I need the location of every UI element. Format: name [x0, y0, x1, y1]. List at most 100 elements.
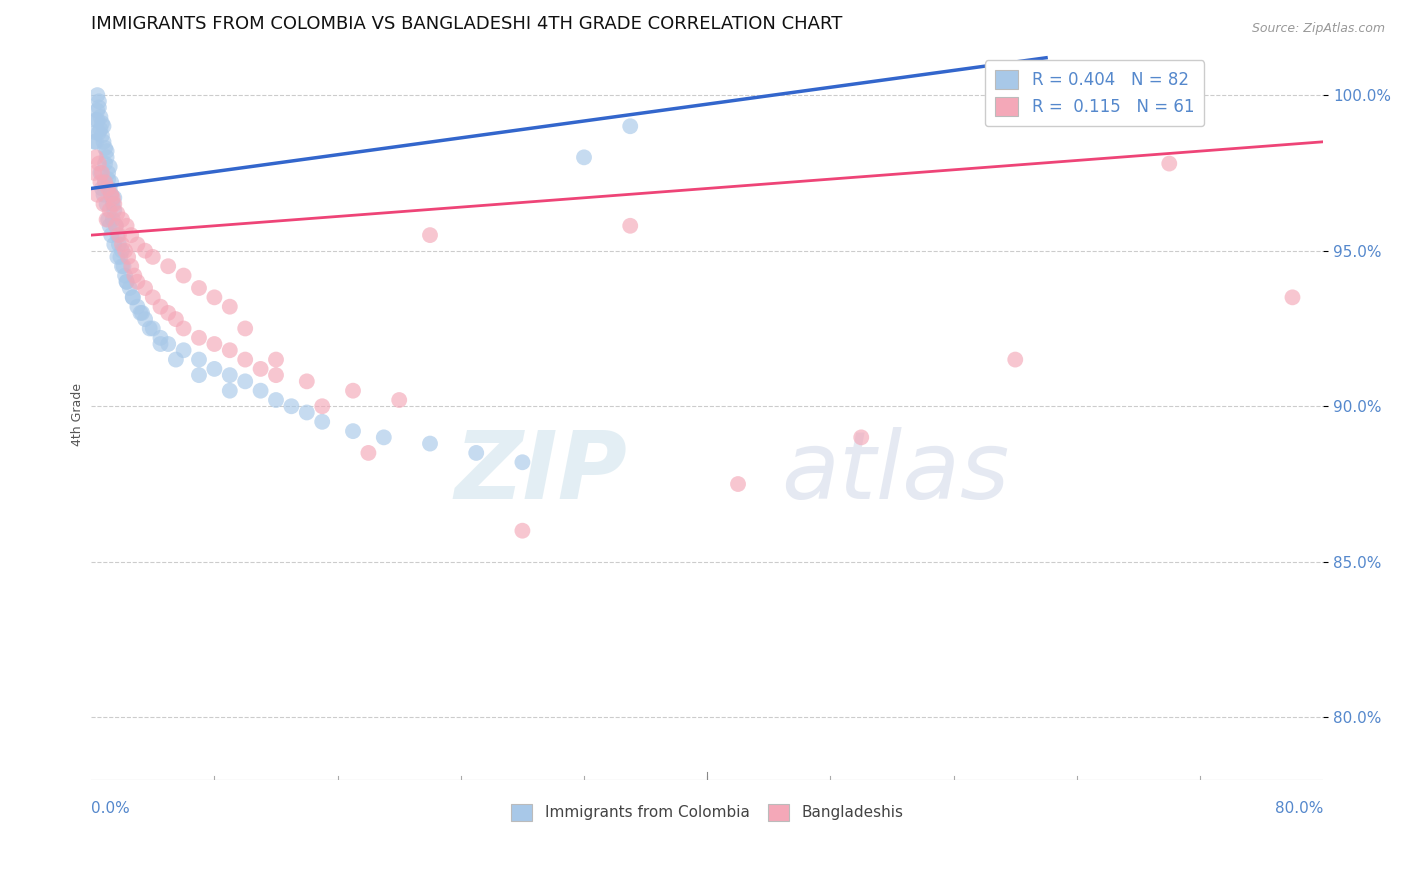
Point [89, 166, 111, 180]
Point [104, 219, 127, 233]
Point [512, 455, 534, 469]
Y-axis label: 4th Grade: 4th Grade [72, 383, 84, 445]
Point [173, 321, 195, 335]
Point [121, 290, 143, 304]
Point [127, 300, 149, 314]
Point [157, 337, 180, 351]
Text: 80.0%: 80.0% [1275, 801, 1323, 816]
Point [84, 125, 107, 139]
Point [112, 259, 135, 273]
Point [465, 446, 488, 460]
Point [115, 275, 138, 289]
Point [127, 275, 149, 289]
Point [87, 125, 110, 139]
Point [96, 197, 118, 211]
Point [84, 113, 107, 128]
Point [114, 268, 136, 283]
Point [619, 219, 641, 233]
Point [419, 228, 441, 243]
Point [97, 172, 120, 186]
Point [83, 166, 105, 180]
Point [188, 352, 211, 367]
Point [103, 191, 125, 205]
Point [188, 331, 211, 345]
Point [97, 181, 120, 195]
Point [118, 281, 141, 295]
Point [86, 88, 108, 103]
Point [134, 281, 156, 295]
Point [83, 135, 105, 149]
Point [202, 290, 225, 304]
Point [249, 362, 271, 376]
Point [233, 352, 256, 367]
Point [342, 424, 364, 438]
Point [619, 120, 641, 134]
Point [388, 392, 411, 407]
Point [129, 306, 152, 320]
Point [100, 187, 122, 202]
Point [87, 101, 110, 115]
Point [89, 175, 111, 189]
Point [233, 375, 256, 389]
Point [111, 237, 134, 252]
Point [86, 103, 108, 118]
Point [218, 343, 240, 358]
Point [100, 175, 122, 189]
Point [202, 362, 225, 376]
Point [165, 352, 187, 367]
Point [100, 187, 122, 202]
Point [124, 268, 146, 283]
Point [114, 244, 136, 258]
Point [93, 187, 115, 202]
Point [218, 300, 240, 314]
Point [94, 175, 117, 189]
Point [97, 212, 120, 227]
Point [117, 250, 139, 264]
Point [84, 150, 107, 164]
Point [165, 312, 187, 326]
Point [91, 128, 114, 143]
Point [572, 150, 595, 164]
Point [98, 160, 121, 174]
Point [134, 244, 156, 258]
Point [233, 321, 256, 335]
Point [93, 135, 115, 149]
Point [96, 150, 118, 164]
Point [111, 259, 134, 273]
Point [115, 275, 138, 289]
Point [89, 110, 111, 124]
Point [86, 187, 108, 202]
Point [1281, 290, 1303, 304]
Point [105, 228, 128, 243]
Point [101, 197, 124, 211]
Point [138, 321, 160, 335]
Point [131, 306, 153, 320]
Point [120, 228, 142, 243]
Point [373, 430, 395, 444]
Point [142, 290, 165, 304]
Point [93, 197, 115, 211]
Point [264, 368, 287, 383]
Point [98, 181, 121, 195]
Point [311, 415, 333, 429]
Point [86, 113, 108, 128]
Point [264, 352, 287, 367]
Point [188, 281, 211, 295]
Point [512, 524, 534, 538]
Point [91, 166, 114, 180]
Point [87, 95, 110, 109]
Point [103, 237, 125, 252]
Point [101, 191, 124, 205]
Point [104, 219, 127, 233]
Point [97, 166, 120, 180]
Point [94, 141, 117, 155]
Point [142, 250, 165, 264]
Point [202, 337, 225, 351]
Point [101, 212, 124, 227]
Point [419, 436, 441, 450]
Point [89, 122, 111, 136]
Point [84, 135, 107, 149]
Point [173, 343, 195, 358]
Point [96, 144, 118, 158]
Point [94, 156, 117, 170]
